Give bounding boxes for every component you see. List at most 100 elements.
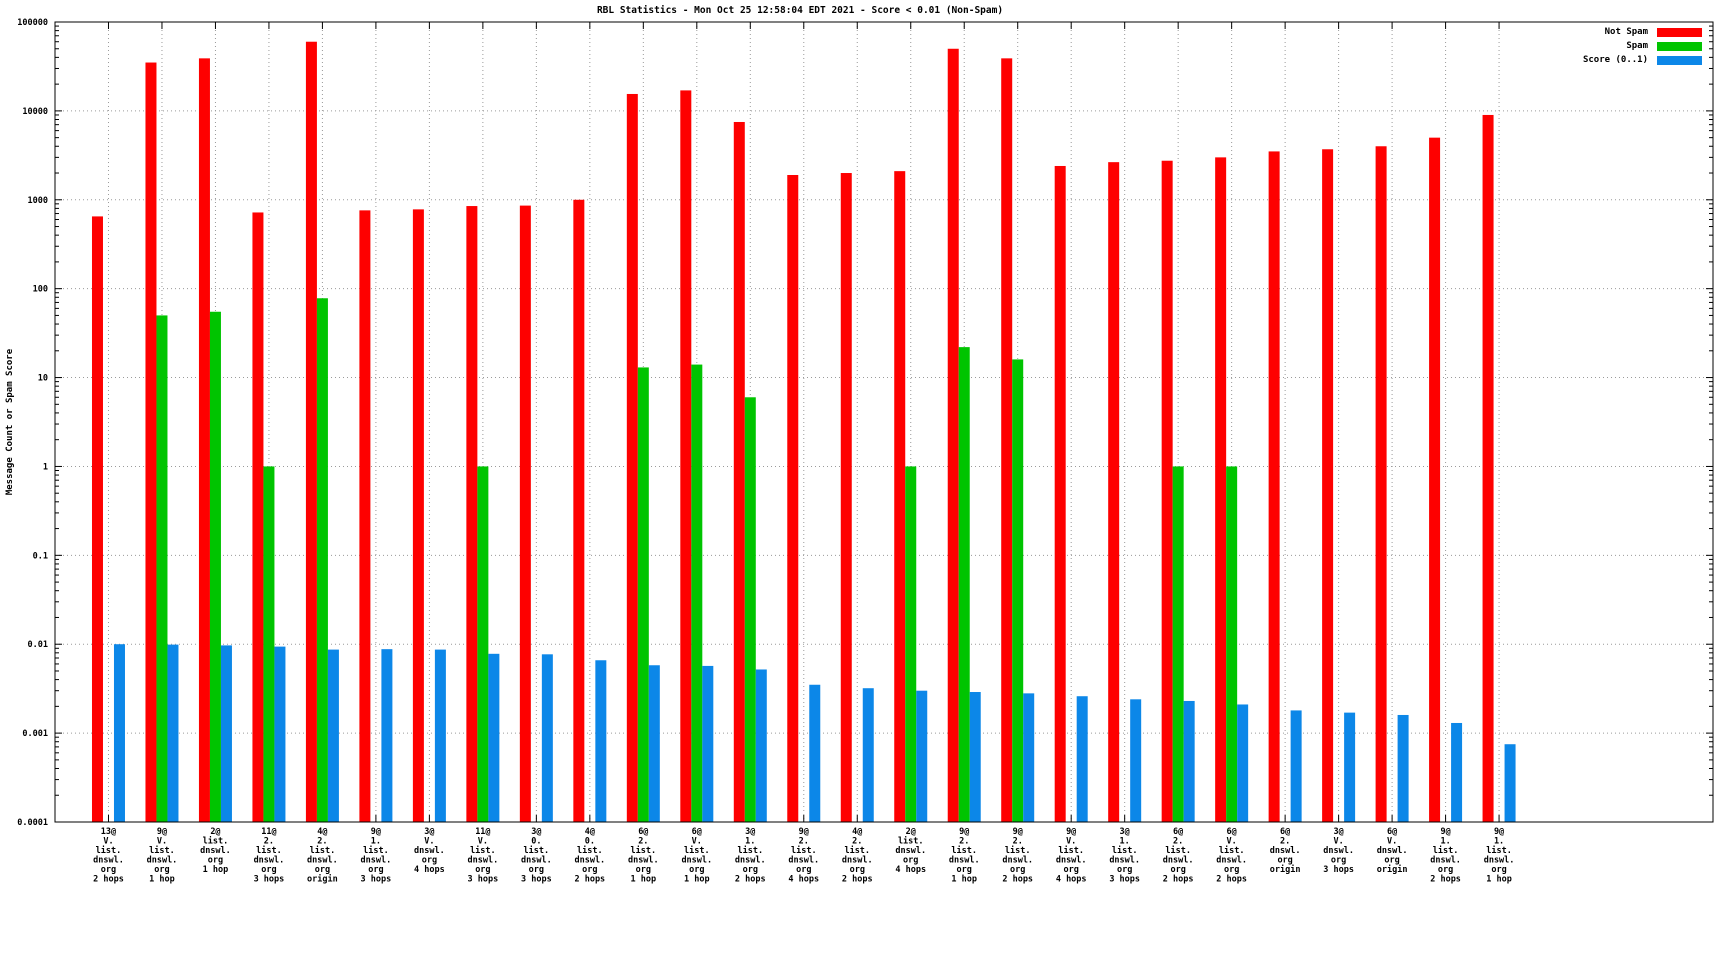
legend-item: Not Spam [1583, 25, 1702, 39]
bar-score [1076, 696, 1088, 822]
bar-score [755, 669, 767, 822]
x-tick-label: 3@ V. dnswl. org 4 hops [414, 827, 445, 875]
y-tick-label: 100 [33, 285, 48, 295]
x-tick-label: 13@ V. list. dnswl. org 2 hops [93, 827, 124, 885]
bar-score [809, 684, 821, 822]
bar-not-spam [412, 209, 424, 822]
x-tick-label: 3@ 1. list. dnswl. org 3 hops [1109, 827, 1140, 885]
bar-score [1451, 722, 1463, 822]
bar-spam [156, 315, 168, 822]
x-tick-label: 3@ 0. list. dnswl. org 3 hops [521, 827, 552, 885]
bar-not-spam [787, 175, 799, 822]
bar-not-spam [947, 48, 959, 822]
bar-spam [477, 466, 489, 822]
y-tick-label: 10 [38, 374, 48, 384]
bar-not-spam [305, 41, 317, 823]
y-tick-label: 0.1 [33, 551, 48, 561]
legend-label: Not Spam [1604, 27, 1648, 37]
bar-score [1504, 744, 1516, 822]
y-axis-label: Message Count or Spam Score [5, 348, 15, 495]
bar-score [220, 645, 232, 822]
bar-not-spam [573, 199, 585, 822]
y-tick-label: 1 [43, 462, 48, 472]
x-tick-label: 3@ V. dnswl. org 3 hops [1323, 827, 1354, 875]
bar-not-spam [1322, 149, 1334, 822]
bar-score [1397, 714, 1409, 822]
x-tick-label: 6@ V. dnswl. org origin [1377, 827, 1408, 875]
bar-score [381, 649, 393, 822]
score-0-1-swatch [1657, 55, 1702, 65]
y-tick-label: 0.0001 [17, 818, 48, 828]
y-tick-label: 100000 [17, 18, 48, 28]
bar-score [541, 654, 553, 822]
bar-score [274, 646, 286, 822]
x-tick-label: 9@ 1. list. dnswl. org 1 hop [1484, 827, 1515, 885]
bar-score [1130, 699, 1142, 822]
x-tick-label: 6@ 2. list. dnswl. org 2 hops [1163, 827, 1194, 885]
x-tick-label: 9@ 2. list. dnswl. org 1 hop [949, 827, 980, 885]
bar-not-spam [466, 206, 478, 823]
legend: Not Spam Spam Score (0..1) [1583, 25, 1702, 67]
x-tick-label: 9@ 1. list. dnswl. org 3 hops [361, 827, 392, 885]
bar-score [648, 665, 660, 822]
bar-score [1237, 704, 1249, 822]
bar-score [1344, 712, 1356, 822]
bar-not-spam [1429, 137, 1441, 822]
bar-not-spam [840, 173, 852, 822]
bar-spam [209, 311, 221, 822]
legend-item: Score (0..1) [1583, 53, 1702, 67]
y-tick-label: 0.01 [28, 640, 48, 650]
bar-score [969, 692, 981, 822]
bar-not-spam [1268, 151, 1280, 823]
bar-score [595, 660, 607, 822]
chart-title: RBL Statistics - Mon Oct 25 12:58:04 EDT… [597, 5, 1003, 16]
bar-not-spam [145, 62, 157, 822]
x-tick-label: 9@ V. list. dnswl. org 4 hops [1056, 827, 1087, 885]
x-tick-label: 9@ 2. list. dnswl. org 4 hops [788, 827, 819, 885]
bar-not-spam [1161, 160, 1173, 823]
x-tick-label: 4@ 0. list. dnswl. org 2 hops [574, 827, 605, 885]
bar-not-spam [1482, 114, 1494, 822]
plot-border [54, 21, 1714, 823]
x-tick-label: 6@ 2. dnswl. org origin [1270, 827, 1301, 875]
bar-score [488, 653, 500, 822]
bar-not-spam [198, 58, 210, 823]
bar-score [862, 688, 874, 822]
bar-spam [744, 397, 756, 822]
bar-not-spam [1001, 58, 1013, 823]
legend-label: Score (0..1) [1582, 55, 1648, 65]
x-tick-label: 9@ 2. list. dnswl. org 2 hops [1002, 827, 1033, 885]
bar-not-spam [252, 212, 264, 822]
bar-score [1183, 700, 1195, 822]
y-tick-label: 1000 [28, 196, 48, 206]
x-tick-label: 2@ list. dnswl. org 4 hops [895, 827, 926, 875]
x-tick-label: 9@ 1. list. dnswl. org 2 hops [1430, 827, 1461, 885]
bar-not-spam [680, 90, 692, 822]
bar-not-spam [626, 93, 638, 823]
x-tick-label: 4@ 2. list. dnswl. org 2 hops [842, 827, 873, 885]
bar-not-spam [359, 210, 371, 822]
bar-score [327, 649, 339, 822]
bar-not-spam [1215, 157, 1227, 822]
bar-score [167, 644, 179, 822]
bar-spam [691, 364, 703, 822]
x-tick-label: 2@ list. dnswl. org 1 hop [200, 827, 231, 875]
bar-not-spam [1054, 165, 1066, 823]
bar-score [434, 649, 446, 822]
not-spam-swatch [1657, 27, 1702, 37]
x-tick-label: 6@ V. list. dnswl. org 1 hop [681, 827, 712, 885]
legend-item: Spam [1583, 39, 1702, 53]
bar-score [113, 644, 125, 822]
bar-not-spam [733, 121, 745, 823]
x-tick-label: 11@ 2. list. dnswl. org 3 hops [254, 827, 285, 885]
x-tick-label: 11@ V. list. dnswl. org 3 hops [468, 827, 499, 885]
bar-spam [958, 347, 970, 822]
bar-spam [263, 466, 275, 822]
bar-not-spam [1375, 146, 1387, 822]
bar-not-spam [91, 216, 103, 822]
y-tick-label: 10000 [22, 107, 48, 117]
bar-spam [637, 367, 649, 822]
spam-swatch [1657, 41, 1702, 51]
